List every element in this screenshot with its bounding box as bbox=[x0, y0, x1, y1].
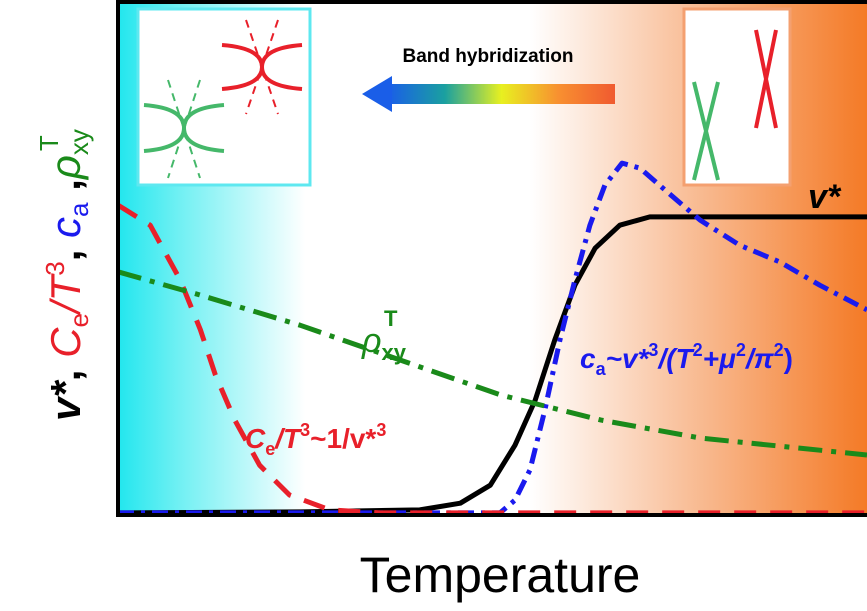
annotation: Band hybridization bbox=[403, 46, 574, 67]
label-part: ~v* bbox=[606, 343, 650, 374]
y-label-part: , bbox=[42, 238, 89, 261]
inset-crossing bbox=[682, 7, 792, 187]
label-part: 2 bbox=[736, 340, 746, 360]
label-part: /T bbox=[273, 423, 303, 454]
y-label-part: T bbox=[34, 135, 64, 151]
label-part: v* bbox=[808, 178, 842, 216]
series-label: Ce/T3~1/v*3 bbox=[245, 420, 386, 459]
y-label-part: a bbox=[64, 202, 94, 217]
label-part: ρ bbox=[361, 322, 381, 360]
y-label-part: 3 bbox=[40, 261, 70, 275]
inset-hybridized bbox=[136, 7, 312, 187]
line bbox=[117, 214, 867, 516]
y-label-part: , bbox=[42, 358, 89, 381]
series-label: ca~v*3/(T2+μ2/π2) bbox=[580, 340, 793, 379]
label-part: C bbox=[245, 423, 266, 454]
y-label-part: v* bbox=[42, 380, 89, 421]
label-part: T bbox=[384, 306, 398, 331]
y-label-part: /T bbox=[42, 272, 89, 316]
y-label-part: C bbox=[42, 327, 89, 358]
line bbox=[117, 269, 867, 458]
y-label-part: c bbox=[42, 217, 89, 238]
y-label-part: ρ bbox=[42, 155, 89, 181]
label-part: 3 bbox=[648, 340, 658, 360]
label-part: ) bbox=[784, 343, 793, 374]
label-part: 2 bbox=[693, 340, 703, 360]
curves bbox=[116, 160, 867, 516]
label-part: xy bbox=[381, 340, 406, 365]
label-part: /(T bbox=[656, 343, 695, 374]
arrow bbox=[362, 76, 615, 112]
label-part: ~1/v* bbox=[310, 423, 376, 454]
label-part: 3 bbox=[376, 420, 386, 440]
label-part: a bbox=[596, 359, 607, 379]
y-label-part: e bbox=[64, 313, 94, 327]
line bbox=[116, 202, 867, 516]
series-label: v* bbox=[808, 178, 842, 216]
y-axis-label: v*, Ce/T3, ca ,ρxyT bbox=[34, 129, 94, 421]
label-part: c bbox=[580, 343, 596, 374]
y-label-part: xy bbox=[64, 129, 94, 155]
y-label-part: , bbox=[42, 179, 89, 202]
label-part: +μ bbox=[703, 343, 736, 374]
label-part: 3 bbox=[300, 420, 310, 440]
x-axis-label: Temperature bbox=[360, 547, 641, 603]
plot-frame bbox=[116, 0, 867, 517]
label-part: e bbox=[265, 439, 275, 459]
label-part: 2 bbox=[774, 340, 784, 360]
series-label: ρxy T bbox=[361, 306, 407, 365]
label-part: /π bbox=[744, 343, 775, 374]
